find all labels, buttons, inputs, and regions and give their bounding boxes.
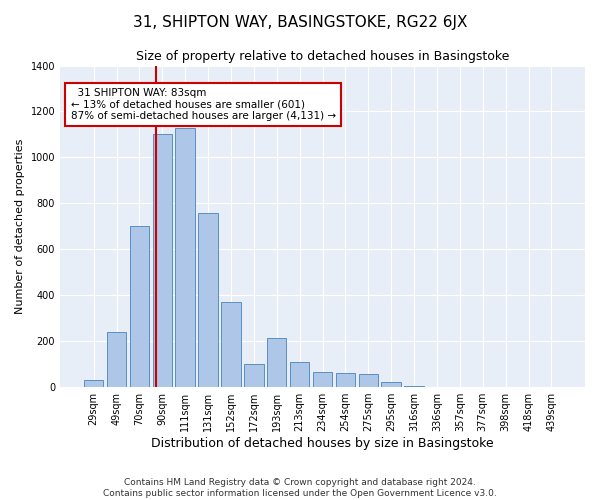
Bar	[107, 332, 126, 387]
Bar	[84, 380, 103, 387]
Bar	[382, 382, 401, 387]
Bar	[335, 374, 355, 387]
Bar	[267, 338, 286, 387]
Bar	[359, 374, 378, 387]
Text: Contains HM Land Registry data © Crown copyright and database right 2024.
Contai: Contains HM Land Registry data © Crown c…	[103, 478, 497, 498]
X-axis label: Distribution of detached houses by size in Basingstoke: Distribution of detached houses by size …	[151, 437, 494, 450]
Text: 31 SHIPTON WAY: 83sqm
← 13% of detached houses are smaller (601)
87% of semi-det: 31 SHIPTON WAY: 83sqm ← 13% of detached …	[71, 88, 335, 122]
Y-axis label: Number of detached properties: Number of detached properties	[15, 138, 25, 314]
Title: Size of property relative to detached houses in Basingstoke: Size of property relative to detached ho…	[136, 50, 509, 63]
Bar	[221, 302, 241, 387]
Bar	[244, 364, 263, 387]
Bar	[152, 134, 172, 387]
Text: 31, SHIPTON WAY, BASINGSTOKE, RG22 6JX: 31, SHIPTON WAY, BASINGSTOKE, RG22 6JX	[133, 15, 467, 30]
Bar	[175, 128, 195, 387]
Bar	[290, 362, 310, 387]
Bar	[130, 226, 149, 387]
Bar	[404, 386, 424, 387]
Bar	[199, 212, 218, 387]
Bar	[313, 372, 332, 387]
